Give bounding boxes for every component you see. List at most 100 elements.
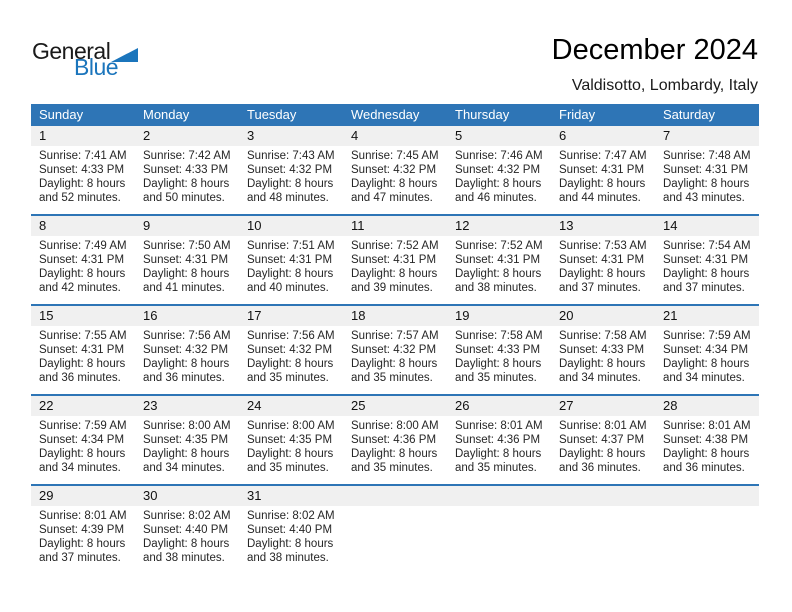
day-info: Sunrise: 7:41 AM Sunset: 4:33 PM Daylight:…: [31, 146, 135, 205]
day-info-line: and 35 minutes.: [247, 462, 329, 474]
day-number: 13: [559, 218, 574, 233]
day-info-line: Sunset: 4:31 PM: [559, 164, 645, 176]
day-info-line: Sunrise: 8:01 AM: [39, 510, 127, 522]
calendar-empty-cell: [343, 486, 447, 574]
day-info-line: Daylight: 8 hours: [559, 358, 646, 370]
day-info-line: Daylight: 8 hours: [39, 538, 126, 550]
day-info-line: Daylight: 8 hours: [455, 178, 542, 190]
day-info-line: Sunrise: 8:01 AM: [455, 420, 543, 432]
day-info-line: Sunset: 4:31 PM: [559, 254, 645, 266]
day-info-line: Daylight: 8 hours: [351, 358, 438, 370]
week-row: 15 Sunrise: 7:55 AM Sunset: 4:31 PM Dayligh…: [31, 304, 759, 394]
day-info-line: Sunset: 4:36 PM: [455, 434, 541, 446]
day-info-line: Sunset: 4:34 PM: [39, 434, 125, 446]
calendar-table: Sunday Monday Tuesday Wednesday Thursday Frid…: [31, 104, 759, 574]
day-number: 12: [455, 218, 470, 233]
day-info-line: Sunset: 4:36 PM: [351, 434, 437, 446]
day-info-line: Daylight: 8 hours: [559, 268, 646, 280]
day-info-line: Sunset: 4:40 PM: [143, 524, 229, 536]
day-info: Sunrise: 8:01 AM Sunset: 4:37 PM Daylight:…: [551, 416, 655, 475]
day-info-line: Sunset: 4:32 PM: [455, 164, 541, 176]
day-number: 23: [143, 398, 158, 413]
calendar-day-cell: 26 Sunrise: 8:01 AM Sunset: 4:36 PM Dayligh…: [447, 396, 551, 484]
day-info: Sunrise: 7:55 AM Sunset: 4:31 PM Daylight:…: [31, 326, 135, 385]
day-info-line: Sunrise: 8:01 AM: [559, 420, 647, 432]
day-info-line: and 44 minutes.: [559, 192, 641, 204]
day-number: 6: [559, 128, 567, 143]
calendar-day-cell: 7 Sunrise: 7:48 AM Sunset: 4:31 PM Daylight…: [655, 126, 759, 214]
day-info: Sunrise: 7:50 AM Sunset: 4:31 PM Daylight:…: [135, 236, 239, 295]
calendar-day-cell: 24 Sunrise: 8:00 AM Sunset: 4:35 PM Dayligh…: [239, 396, 343, 484]
day-info: Sunrise: 7:52 AM Sunset: 4:31 PM Daylight:…: [343, 236, 447, 295]
day-info: Sunrise: 8:01 AM Sunset: 4:38 PM Daylight:…: [655, 416, 759, 475]
calendar-day-cell: 23 Sunrise: 8:00 AM Sunset: 4:35 PM Dayligh…: [135, 396, 239, 484]
day-info: Sunrise: 7:47 AM Sunset: 4:31 PM Daylight:…: [551, 146, 655, 205]
day-info-line: Daylight: 8 hours: [143, 538, 230, 550]
day-number: 5: [455, 128, 463, 143]
calendar-day-cell: 13 Sunrise: 7:53 AM Sunset: 4:31 PM Dayligh…: [551, 216, 655, 304]
day-info: Sunrise: 7:58 AM Sunset: 4:33 PM Daylight:…: [551, 326, 655, 385]
calendar-day-cell: 30 Sunrise: 8:02 AM Sunset: 4:40 PM Dayligh…: [135, 486, 239, 574]
day-info-line: Daylight: 8 hours: [559, 448, 646, 460]
calendar-day-cell: 28 Sunrise: 8:01 AM Sunset: 4:38 PM Dayligh…: [655, 396, 759, 484]
weekday-header: Tuesday: [247, 107, 297, 122]
day-info: Sunrise: 7:46 AM Sunset: 4:32 PM Daylight:…: [447, 146, 551, 205]
day-info-line: and 40 minutes.: [247, 282, 329, 294]
day-info-line: and 47 minutes.: [351, 192, 433, 204]
day-info: Sunrise: 8:00 AM Sunset: 4:35 PM Daylight:…: [135, 416, 239, 475]
general-blue-logo: General Blue: [32, 38, 139, 80]
day-info: Sunrise: 7:52 AM Sunset: 4:31 PM Daylight:…: [447, 236, 551, 295]
day-number: 4: [351, 128, 359, 143]
day-info-line: Daylight: 8 hours: [351, 268, 438, 280]
day-info-line: Daylight: 8 hours: [39, 448, 126, 460]
day-info-line: and 43 minutes.: [663, 192, 745, 204]
calendar-day-cell: 8 Sunrise: 7:49 AM Sunset: 4:31 PM Daylight…: [31, 216, 135, 304]
day-info-line: Sunrise: 8:02 AM: [247, 510, 335, 522]
day-info-line: Sunrise: 7:50 AM: [143, 240, 231, 252]
day-info-line: Sunrise: 7:53 AM: [559, 240, 647, 252]
day-info-line: Sunrise: 8:00 AM: [351, 420, 439, 432]
title-block: December 2024 Valdisotto, Lombardy, Ital…: [552, 32, 758, 95]
calendar-day-cell: 22 Sunrise: 7:59 AM Sunset: 4:34 PM Dayligh…: [31, 396, 135, 484]
day-number: 10: [247, 218, 262, 233]
day-info: Sunrise: 8:01 AM Sunset: 4:39 PM Daylight:…: [31, 506, 135, 565]
day-info-line: and 37 minutes.: [39, 552, 121, 564]
month-title: December 2024: [551, 34, 758, 66]
day-number: 15: [39, 308, 54, 323]
day-number: 16: [143, 308, 158, 323]
day-info-line: Sunrise: 7:41 AM: [39, 150, 127, 162]
logo-triangle-icon: [111, 48, 139, 62]
day-info-line: and 36 minutes.: [559, 462, 641, 474]
day-info-line: Daylight: 8 hours: [247, 358, 334, 370]
week-row: 22 Sunrise: 7:59 AM Sunset: 4:34 PM Dayligh…: [31, 394, 759, 484]
day-number: 28: [663, 398, 678, 413]
day-info-line: Daylight: 8 hours: [143, 358, 230, 370]
calendar-empty-cell: [551, 486, 655, 574]
calendar-weeks: 1 Sunrise: 7:41 AM Sunset: 4:33 PM Daylight…: [31, 126, 759, 574]
day-info-line: Sunset: 4:40 PM: [247, 524, 333, 536]
calendar-day-cell: 16 Sunrise: 7:56 AM Sunset: 4:32 PM Dayligh…: [135, 306, 239, 394]
day-info: Sunrise: 7:56 AM Sunset: 4:32 PM Daylight:…: [239, 326, 343, 385]
week-row: 1 Sunrise: 7:41 AM Sunset: 4:33 PM Daylight…: [31, 126, 759, 214]
calendar-day-cell: 25 Sunrise: 8:00 AM Sunset: 4:36 PM Dayligh…: [343, 396, 447, 484]
day-info-line: Daylight: 8 hours: [455, 358, 542, 370]
logo-text-blue: Blue: [74, 54, 119, 80]
calendar-day-cell: 20 Sunrise: 7:58 AM Sunset: 4:33 PM Dayligh…: [551, 306, 655, 394]
day-info: Sunrise: 8:00 AM Sunset: 4:36 PM Daylight:…: [343, 416, 447, 475]
day-number: 29: [39, 488, 54, 503]
day-number: 8: [39, 218, 47, 233]
day-info-line: Sunset: 4:33 PM: [559, 344, 645, 356]
location-subtitle: Valdisotto, Lombardy, Italy: [571, 77, 758, 95]
day-info: Sunrise: 7:59 AM Sunset: 4:34 PM Daylight:…: [31, 416, 135, 475]
calendar-day-cell: 19 Sunrise: 7:58 AM Sunset: 4:33 PM Dayligh…: [447, 306, 551, 394]
day-number: 14: [663, 218, 678, 233]
day-info: Sunrise: 7:49 AM Sunset: 4:31 PM Daylight:…: [31, 236, 135, 295]
day-info-line: Sunrise: 7:56 AM: [247, 330, 335, 342]
day-info-line: and 35 minutes.: [455, 372, 537, 384]
day-info-line: Sunrise: 7:52 AM: [351, 240, 439, 252]
logo-text-general: General: [32, 38, 111, 64]
day-number: 19: [455, 308, 470, 323]
day-info-line: and 38 minutes.: [455, 282, 537, 294]
day-info-line: and 37 minutes.: [559, 282, 641, 294]
day-info-line: Sunrise: 8:00 AM: [247, 420, 335, 432]
